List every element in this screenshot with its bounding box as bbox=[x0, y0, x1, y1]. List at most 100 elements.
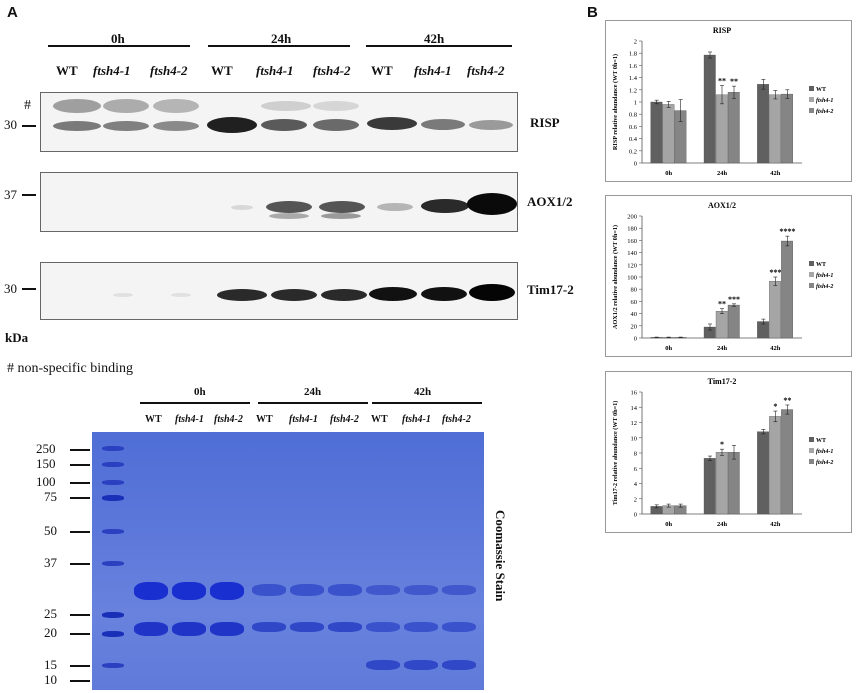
y-tick-label: 14 bbox=[631, 405, 638, 412]
y-tick-label: 10 bbox=[631, 435, 638, 442]
marker-label: 25 bbox=[44, 606, 57, 621]
marker-tick bbox=[70, 531, 90, 533]
lane-label: WT bbox=[56, 63, 78, 78]
bar-WT bbox=[757, 84, 769, 164]
marker-label: 50 bbox=[44, 523, 57, 538]
lane-label: WT bbox=[211, 63, 233, 78]
marker-tick bbox=[70, 633, 90, 635]
group-line-0h bbox=[48, 45, 190, 47]
risp-chart: RISP 0 0.2 0.4 0.6 0.8 1 1.2 1.4 1.6 1.8 2 RISP rela… bbox=[605, 20, 852, 182]
marker-tick bbox=[70, 464, 90, 466]
y-tick-label: 0 bbox=[634, 512, 637, 519]
bar-ftsh4-2 bbox=[727, 304, 740, 339]
y-tick-label: 180 bbox=[627, 226, 637, 233]
mw-tick bbox=[22, 194, 36, 196]
coomassie-label: Coomassie Stain bbox=[493, 510, 508, 602]
significance-mark: * bbox=[720, 440, 724, 449]
aox-blot bbox=[40, 172, 518, 232]
lane-label: ftsh4-1 bbox=[93, 63, 131, 78]
gel-lane-label: WT bbox=[371, 414, 388, 425]
marker-tick bbox=[70, 680, 90, 682]
y-tick-label: 40 bbox=[631, 311, 638, 318]
marker-label: 10 bbox=[44, 672, 57, 687]
gel-group-label-24h: 24h bbox=[304, 386, 322, 398]
legend-swatch bbox=[809, 459, 814, 464]
legend-label: ftsh4-2 bbox=[816, 460, 833, 466]
y-axis-label: AOX1/2 relative abundance (WT 0h=1) bbox=[612, 225, 619, 329]
y-tick-label: 16 bbox=[631, 390, 638, 397]
gel-lane-label: ftsh4-1 bbox=[402, 414, 431, 425]
gel-lane-label: ftsh4-2 bbox=[330, 414, 359, 425]
legend-swatch bbox=[809, 108, 814, 113]
gel-group-line-42h bbox=[372, 402, 482, 404]
marker-tick bbox=[70, 497, 90, 499]
significance-mark: ** bbox=[718, 77, 726, 86]
bar-ftsh4-2 bbox=[727, 452, 740, 515]
legend-label: WT bbox=[816, 438, 826, 444]
bar-ftsh4-2 bbox=[781, 93, 793, 164]
legend-swatch bbox=[809, 261, 814, 266]
marker-label: 100 bbox=[36, 474, 56, 489]
y-tick-label: 1.6 bbox=[629, 63, 638, 70]
bar-ftsh4-2 bbox=[781, 240, 793, 339]
marker-tick bbox=[70, 449, 90, 451]
bar-WT bbox=[757, 431, 769, 515]
group-label-0h: 0h bbox=[111, 31, 125, 46]
hash-marker: # bbox=[24, 98, 31, 113]
x-tick-label: 24h bbox=[717, 521, 728, 528]
panel-a-letter: A bbox=[7, 4, 18, 21]
bar-ftsh4-1 bbox=[715, 452, 728, 515]
bar-ftsh4-1 bbox=[662, 104, 675, 164]
mw-label-37: 37 bbox=[4, 187, 17, 202]
x-tick-label: 24h bbox=[717, 345, 728, 352]
x-tick-label: 24h bbox=[717, 170, 728, 177]
marker-tick bbox=[70, 614, 90, 616]
bar-ftsh4-2 bbox=[727, 92, 740, 164]
marker-label: 75 bbox=[44, 489, 57, 504]
bar-ftsh4-1 bbox=[715, 94, 728, 164]
risp-chart-svg: RISP 0 0.2 0.4 0.6 0.8 1 1.2 1.4 1.6 1.8 2 RISP rela… bbox=[612, 26, 833, 177]
marker-label: 250 bbox=[36, 441, 56, 456]
legend-label: WT bbox=[816, 87, 826, 93]
y-axis-label: Tim17-2 relative abundance (WT 0h=1) bbox=[612, 401, 619, 506]
mw-tick bbox=[22, 288, 36, 290]
chart-title: Tim17-2 bbox=[708, 377, 737, 386]
panel-b-letter: B bbox=[587, 4, 598, 21]
legend-swatch bbox=[809, 86, 814, 91]
significance-mark: **** bbox=[779, 227, 795, 236]
legend-label: ftsh4-1 bbox=[816, 273, 833, 279]
x-tick-label: 0h bbox=[665, 345, 672, 352]
gel-lane-label: ftsh4-1 bbox=[175, 414, 204, 425]
lane-label: ftsh4-2 bbox=[313, 63, 351, 78]
significance-mark: *** bbox=[769, 268, 781, 277]
bar-WT bbox=[650, 101, 663, 164]
bar-ftsh4-1 bbox=[769, 281, 781, 339]
group-label-24h: 24h bbox=[271, 31, 292, 46]
x-tick-label: 42h bbox=[770, 170, 781, 177]
lane-label: ftsh4-2 bbox=[467, 63, 505, 78]
significance-mark: * bbox=[773, 402, 777, 411]
legend-swatch bbox=[809, 283, 814, 288]
bar-ftsh4-1 bbox=[769, 94, 781, 164]
y-tick-label: 1.4 bbox=[629, 75, 638, 82]
y-tick-label: 1 bbox=[634, 100, 637, 107]
gel-group-line-24h bbox=[258, 402, 368, 404]
group-label-42h: 42h bbox=[424, 31, 445, 46]
gel-group-line-0h bbox=[140, 402, 250, 404]
lane-label: ftsh4-1 bbox=[256, 63, 294, 78]
y-tick-label: 140 bbox=[627, 250, 637, 257]
gel-lane-label: ftsh4-2 bbox=[214, 414, 243, 425]
lane-label: WT bbox=[371, 63, 393, 78]
y-tick-label: 0 bbox=[634, 161, 637, 168]
y-tick-label: 200 bbox=[627, 214, 637, 221]
y-tick-label: 0.6 bbox=[629, 124, 638, 131]
bar-WT bbox=[703, 458, 716, 515]
chart-title: AOX1/2 bbox=[708, 201, 736, 210]
y-tick-label: 100 bbox=[627, 275, 637, 282]
y-tick-label: 20 bbox=[631, 323, 638, 330]
gel-lane-label: WT bbox=[145, 414, 162, 425]
y-tick-label: 0.2 bbox=[629, 148, 637, 155]
gel-lane-label: ftsh4-2 bbox=[442, 414, 471, 425]
y-tick-label: 120 bbox=[627, 262, 637, 269]
marker-label: 15 bbox=[44, 657, 57, 672]
